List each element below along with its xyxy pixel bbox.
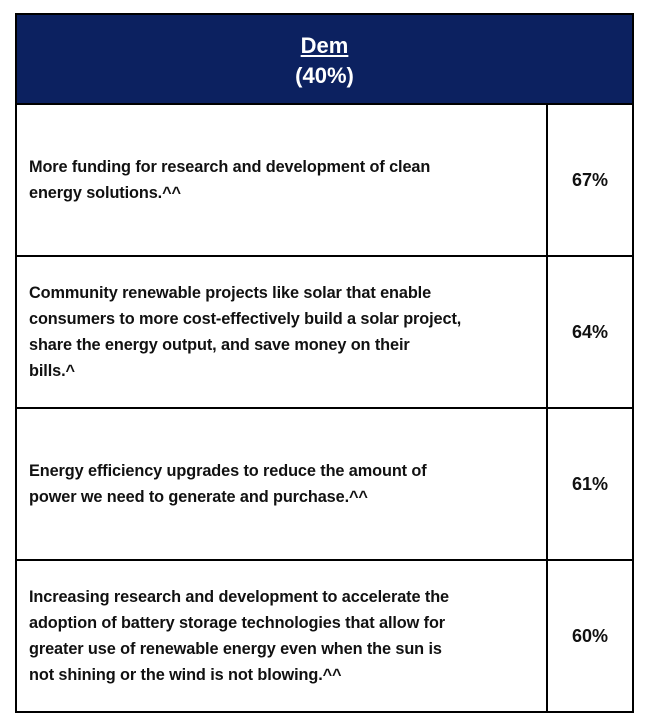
text-line: share the energy output, and save money … [29, 336, 410, 354]
text-line: consumers to more cost-effectively build… [29, 310, 462, 328]
row-value: 67% [571, 169, 609, 190]
row-text: More funding for research and developmen… [17, 105, 548, 255]
text-line: greater use of renewable energy even whe… [29, 640, 442, 658]
header-subtitle: (40%) [295, 63, 354, 88]
row-text: Energy efficiency upgrades to reduce the… [17, 409, 548, 559]
table-row: Energy efficiency upgrades to reduce the… [17, 409, 632, 561]
header-title: Dem [300, 33, 349, 58]
table-row: Community renewable projects like solar … [17, 257, 632, 409]
text-line: More funding for research and developmen… [29, 158, 431, 176]
text-line: power we need to generate and purchase.^… [29, 488, 368, 506]
text-line: energy solutions.^^ [29, 184, 181, 202]
text-line: not shining or the wind is not blowing.^… [29, 666, 342, 684]
row-text: Community renewable projects like solar … [17, 257, 548, 407]
row-value: 64% [571, 321, 609, 342]
row-value: 60% [571, 625, 609, 646]
text-line: adoption of battery storage technologies… [29, 614, 446, 632]
row-value: 61% [571, 473, 609, 494]
text-line: Energy efficiency upgrades to reduce the… [29, 462, 427, 480]
table-body: More funding for research and developmen… [17, 105, 632, 713]
text-line: Increasing research and development to a… [29, 588, 449, 606]
table: Dem (40%) More funding for research and … [15, 13, 634, 713]
table-row: More funding for research and developmen… [17, 105, 632, 257]
row-text: Increasing research and development to a… [17, 561, 548, 711]
table-row: Increasing research and development to a… [17, 561, 632, 713]
text-line: bills.^ [29, 362, 75, 380]
header: Dem (40%) [17, 15, 632, 105]
text-line: Community renewable projects like solar … [29, 284, 432, 302]
